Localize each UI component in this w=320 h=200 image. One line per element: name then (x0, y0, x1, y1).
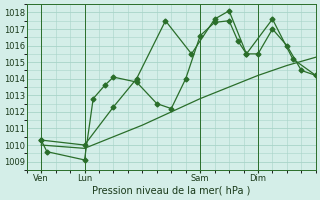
X-axis label: Pression niveau de la mer( hPa ): Pression niveau de la mer( hPa ) (92, 186, 251, 196)
